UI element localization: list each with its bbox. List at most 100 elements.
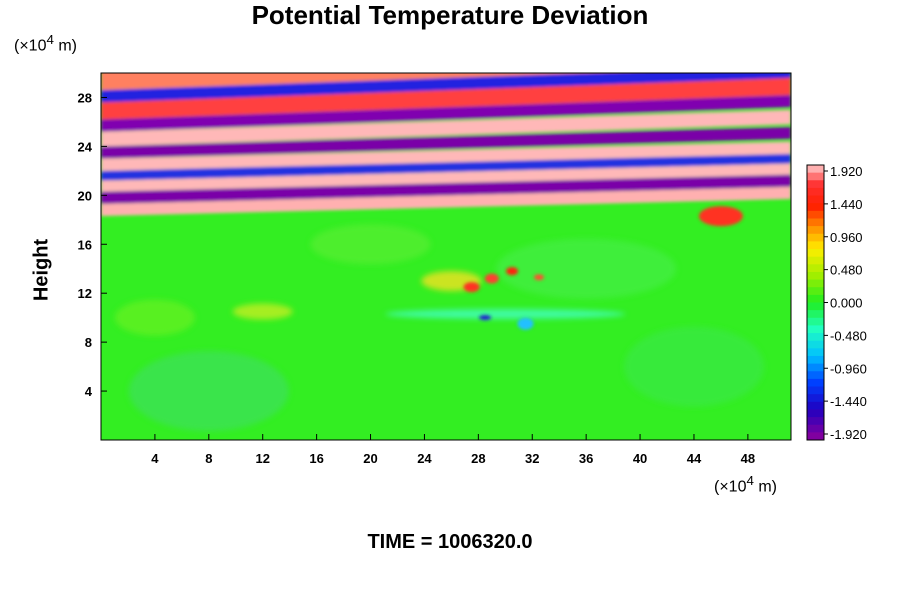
field-band xyxy=(101,73,791,103)
colorbar-swatch xyxy=(807,340,824,349)
field-band xyxy=(101,126,791,159)
colorbar-swatch xyxy=(807,172,824,181)
colorbar-swatch xyxy=(807,256,824,265)
field-band xyxy=(101,141,791,171)
x-tick-label: 36 xyxy=(579,451,593,466)
field-cell xyxy=(698,206,743,227)
x-tick-label: 40 xyxy=(633,451,647,466)
field-patch xyxy=(496,238,677,299)
field-cell xyxy=(533,274,544,281)
colorbar-swatch xyxy=(807,226,824,235)
colorbar-swatch xyxy=(807,271,824,281)
x-tick-label: 48 xyxy=(741,451,755,466)
y-axis: 4 8 12 16 20 24 28 xyxy=(78,90,107,399)
colorbar: 1.920 1.440 0.960 0.480 0.000 -0.480 -0.960 -1.… xyxy=(806,164,867,442)
field-cell xyxy=(517,317,534,330)
colorbar-swatch xyxy=(807,317,824,326)
plot-frame xyxy=(100,72,792,441)
x-tick-label: 28 xyxy=(471,451,485,466)
field-cell xyxy=(479,315,492,321)
chart-title: Potential Temperature Deviation xyxy=(251,0,649,30)
colorbar-swatch xyxy=(807,310,824,319)
colorbar-swatch xyxy=(807,333,824,342)
field-band xyxy=(101,186,791,217)
x-tick-label: 24 xyxy=(417,451,432,466)
time-readout: TIME = 1006320.0 xyxy=(367,531,533,553)
colorbar-swatch xyxy=(807,432,824,441)
y-tick-label: 12 xyxy=(78,286,92,301)
colorbar-label: -0.960 xyxy=(830,361,867,376)
field-band xyxy=(101,109,791,147)
colorbar-swatch xyxy=(807,241,824,250)
colorbar-swatch xyxy=(807,210,824,219)
field-band xyxy=(101,95,791,132)
field-patch xyxy=(310,224,431,265)
colorbar-swatch xyxy=(807,287,824,296)
field-cell xyxy=(463,282,480,293)
x-axis-unit: (×104 m) xyxy=(714,473,777,496)
y-tick-label: 4 xyxy=(85,384,93,399)
y-tick-label: 8 xyxy=(85,335,92,350)
colorbar-swatch xyxy=(807,180,824,189)
colorbar-label: -1.440 xyxy=(830,394,867,409)
colorbar-label: -1.920 xyxy=(830,427,867,442)
colorbar-swatch xyxy=(807,233,824,242)
y-tick-label: 24 xyxy=(78,139,93,154)
colorbar-swatch xyxy=(807,195,824,204)
colorbar-swatch xyxy=(807,279,824,288)
x-tick-label: 44 xyxy=(687,451,702,466)
field-patch xyxy=(385,308,626,319)
colorbar-swatch xyxy=(807,355,824,365)
colorbar-swatch xyxy=(807,348,824,357)
field-lower-texture xyxy=(114,224,764,432)
colorbar-swatch xyxy=(807,187,824,197)
colorbar-swatch xyxy=(807,378,824,388)
y-tick-label: 16 xyxy=(78,237,92,252)
colorbar-swatch xyxy=(807,386,824,395)
x-tick-label: 8 xyxy=(205,451,212,466)
field-band xyxy=(101,174,791,204)
x-tick-label: 4 xyxy=(151,451,159,466)
colorbar-swatch xyxy=(807,302,824,311)
field-cell xyxy=(506,267,519,276)
colorbar-label: 1.440 xyxy=(830,197,863,212)
x-tick-label: 12 xyxy=(255,451,269,466)
y-axis-unit: (×104 m) xyxy=(14,32,77,55)
colorbar-swatch xyxy=(807,249,824,258)
colorbar-swatch xyxy=(807,294,824,303)
colorbar-label: 1.920 xyxy=(830,164,863,179)
field-patch xyxy=(128,351,289,432)
colorbar-swatch xyxy=(807,264,824,273)
field-patch xyxy=(232,303,293,320)
field-band xyxy=(101,163,791,192)
x-tick-label: 20 xyxy=(363,451,377,466)
x-tick-label: 16 xyxy=(309,451,323,466)
colorbar-swatch xyxy=(807,325,824,334)
colorbar-label: 0.960 xyxy=(830,230,863,245)
colorbar-swatch xyxy=(807,218,824,227)
colorbar-swatch xyxy=(807,203,824,212)
colorbar-label: -0.480 xyxy=(830,328,867,343)
colorbar-swatch xyxy=(807,424,824,433)
colorbar-label: 0.480 xyxy=(830,263,863,278)
colorbar-swatch xyxy=(807,394,824,403)
colorbar-label: 0.000 xyxy=(830,296,863,311)
colorbar-swatch xyxy=(807,417,824,426)
field-upper-bands xyxy=(101,73,791,217)
field-band xyxy=(101,153,791,181)
colorbar-swatch xyxy=(807,165,824,174)
heatmap-field xyxy=(101,73,791,440)
field-band xyxy=(101,77,791,120)
x-tick-label: 32 xyxy=(525,451,539,466)
field-patch xyxy=(114,299,195,336)
colorbar-swatch xyxy=(807,409,824,418)
field-band xyxy=(101,73,585,91)
colorbar-swatch xyxy=(807,401,824,410)
colorbar-swatch xyxy=(807,371,824,380)
x-axis: 4 8 12 16 20 24 28 32 36 40 44 48 xyxy=(151,434,755,466)
y-tick-label: 28 xyxy=(78,90,92,105)
field-convective-cells xyxy=(463,267,544,330)
colorbar-swatch xyxy=(807,363,824,372)
y-tick-label: 20 xyxy=(78,188,92,203)
